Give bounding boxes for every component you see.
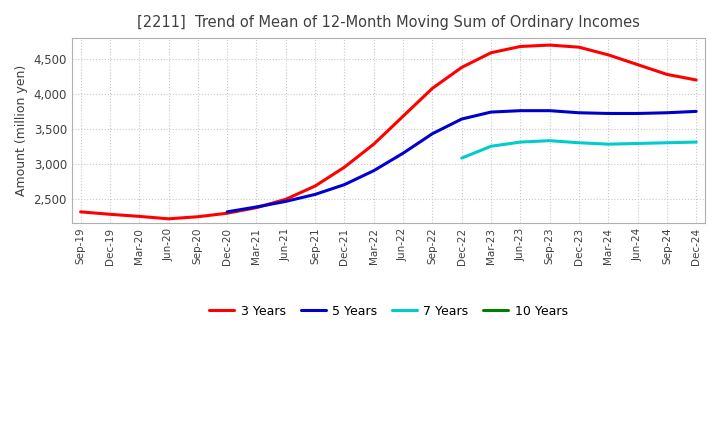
3 Years — [194, 214, 202, 220]
3 Years — [76, 209, 85, 214]
3 Years — [545, 42, 554, 48]
5 Years — [223, 209, 232, 214]
5 Years — [662, 110, 671, 115]
7 Years — [604, 142, 613, 147]
7 Years — [692, 139, 701, 145]
7 Years — [634, 141, 642, 146]
3 Years — [516, 44, 525, 49]
7 Years — [457, 155, 466, 161]
3 Years — [428, 86, 437, 91]
3 Years — [604, 52, 613, 58]
3 Years — [223, 211, 232, 216]
3 Years — [311, 183, 320, 189]
5 Years — [252, 204, 261, 209]
7 Years — [662, 140, 671, 145]
5 Years — [516, 108, 525, 114]
5 Years — [545, 108, 554, 114]
3 Years — [106, 212, 114, 217]
3 Years — [399, 114, 408, 119]
3 Years — [487, 50, 495, 55]
Line: 3 Years: 3 Years — [81, 45, 696, 219]
7 Years — [516, 139, 525, 145]
3 Years — [634, 62, 642, 67]
5 Years — [487, 110, 495, 115]
5 Years — [369, 168, 378, 173]
3 Years — [662, 72, 671, 77]
7 Years — [545, 138, 554, 143]
Line: 5 Years: 5 Years — [228, 111, 696, 212]
3 Years — [457, 65, 466, 70]
5 Years — [282, 199, 290, 204]
5 Years — [428, 131, 437, 136]
5 Years — [575, 110, 583, 115]
5 Years — [311, 192, 320, 197]
7 Years — [575, 140, 583, 145]
3 Years — [340, 165, 348, 170]
3 Years — [692, 77, 701, 83]
Legend: 3 Years, 5 Years, 7 Years, 10 Years: 3 Years, 5 Years, 7 Years, 10 Years — [204, 300, 572, 323]
7 Years — [487, 143, 495, 149]
5 Years — [457, 117, 466, 122]
5 Years — [399, 150, 408, 156]
3 Years — [369, 142, 378, 147]
3 Years — [575, 44, 583, 50]
3 Years — [164, 216, 173, 221]
3 Years — [135, 214, 143, 219]
5 Years — [692, 109, 701, 114]
Y-axis label: Amount (million yen): Amount (million yen) — [15, 65, 28, 196]
5 Years — [340, 182, 348, 187]
Line: 7 Years: 7 Years — [462, 141, 696, 158]
3 Years — [282, 197, 290, 202]
Title: [2211]  Trend of Mean of 12-Month Moving Sum of Ordinary Incomes: [2211] Trend of Mean of 12-Month Moving … — [137, 15, 640, 30]
5 Years — [634, 111, 642, 116]
3 Years — [252, 205, 261, 210]
5 Years — [604, 111, 613, 116]
